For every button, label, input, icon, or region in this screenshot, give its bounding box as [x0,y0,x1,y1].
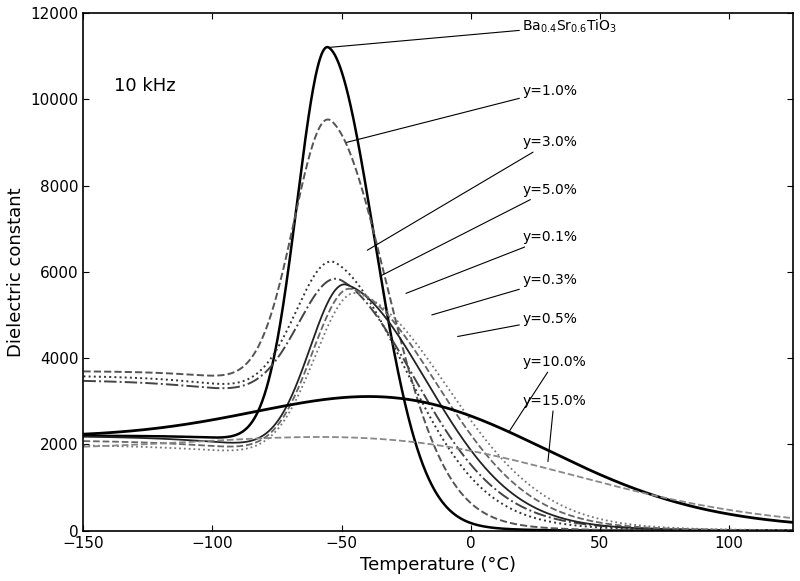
Text: y=15.0%: y=15.0% [522,394,586,462]
Text: 10 kHz: 10 kHz [114,77,176,95]
Y-axis label: Dielectric constant: Dielectric constant [7,187,25,357]
Text: y=0.1%: y=0.1% [406,230,577,293]
Text: Ba$_{0.4}$Sr$_{0.6}$TiO$_3$: Ba$_{0.4}$Sr$_{0.6}$TiO$_3$ [329,17,618,48]
Text: y=10.0%: y=10.0% [510,356,586,432]
Text: y=5.0%: y=5.0% [380,183,577,276]
Text: y=1.0%: y=1.0% [346,84,577,142]
X-axis label: Temperature (°C): Temperature (°C) [360,556,516,574]
Text: y=0.5%: y=0.5% [458,312,577,336]
Text: y=3.0%: y=3.0% [367,135,577,250]
Text: y=0.3%: y=0.3% [432,274,577,315]
